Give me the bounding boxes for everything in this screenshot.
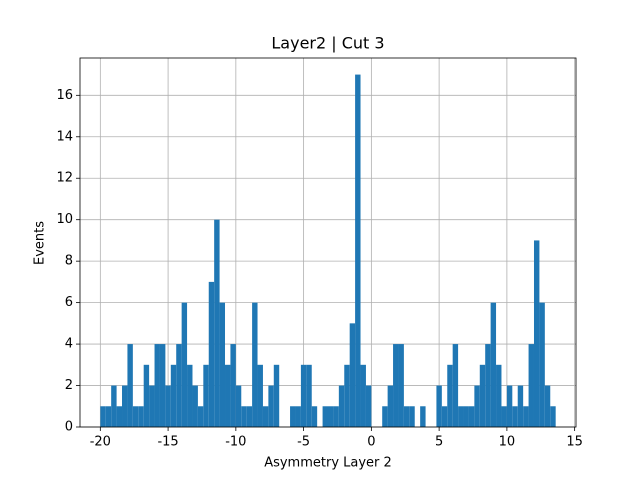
bar: [262, 406, 269, 427]
x-tick-label: 15: [566, 435, 583, 450]
bar: [452, 344, 459, 427]
bar: [105, 406, 112, 427]
bar: [333, 406, 339, 427]
bar: [138, 406, 144, 427]
bar: [355, 74, 361, 428]
bar: [219, 302, 226, 427]
bar: [539, 302, 545, 427]
bar: [393, 344, 399, 427]
bar: [458, 406, 464, 427]
bar: [496, 364, 502, 427]
bar: [441, 406, 448, 427]
bar: [544, 385, 551, 427]
bar: [116, 406, 123, 427]
x-tick-label: 10: [499, 435, 516, 450]
bar: [311, 406, 318, 427]
bar: [344, 364, 350, 427]
bar: [165, 385, 171, 427]
bar: [225, 364, 231, 427]
bar: [398, 344, 404, 427]
bar: [268, 385, 274, 427]
bar: [490, 302, 497, 427]
y-tick-label: 14: [56, 129, 73, 144]
bar: [328, 406, 334, 427]
y-tick-label: 8: [65, 254, 73, 269]
bar: [365, 385, 372, 427]
bar: [100, 406, 106, 427]
bar: [295, 406, 301, 427]
bar: [485, 344, 491, 427]
bar: [170, 364, 177, 427]
bar: [290, 406, 296, 427]
bar: [154, 344, 160, 427]
bar: [181, 302, 188, 427]
bar: [235, 385, 242, 427]
bar: [409, 406, 415, 427]
bar: [420, 406, 426, 427]
bar: [474, 385, 480, 427]
bar: [479, 364, 486, 427]
chart-title: Layer2 | Cut 3: [271, 34, 384, 53]
y-tick-label: 0: [65, 420, 73, 435]
y-tick-label: 16: [56, 88, 73, 103]
bar: [111, 385, 117, 427]
bar: [501, 406, 507, 427]
bar: [506, 385, 513, 427]
y-tick-label: 6: [65, 295, 73, 310]
bar: [306, 364, 312, 427]
bar: [257, 364, 263, 427]
x-tick-label: -15: [157, 435, 178, 450]
x-tick-label: 5: [435, 435, 443, 450]
bar: [447, 364, 453, 427]
bar: [122, 385, 128, 427]
bar: [159, 344, 166, 427]
bar: [246, 406, 253, 427]
bar: [322, 406, 328, 427]
bar: [127, 344, 133, 427]
x-tick-label: -5: [297, 435, 310, 450]
y-tick-label: 10: [56, 212, 73, 227]
bar: [208, 281, 215, 427]
bar: [436, 385, 442, 427]
bar: [387, 385, 394, 427]
x-axis-label: Asymmetry Layer 2: [264, 456, 392, 471]
bar: [463, 406, 469, 427]
bar: [230, 344, 236, 427]
bar: [338, 385, 345, 427]
bar: [143, 364, 150, 427]
bar: [214, 219, 220, 427]
y-tick-label: 4: [65, 337, 73, 352]
bar: [252, 302, 258, 427]
bar: [349, 323, 356, 427]
bar: [197, 406, 204, 427]
bar: [360, 364, 366, 427]
bar: [149, 385, 155, 427]
bar: [512, 406, 518, 427]
bar: [382, 406, 388, 427]
bar: [176, 344, 182, 427]
bar: [528, 344, 534, 427]
bar: [192, 385, 198, 427]
y-axis-label: Events: [33, 221, 48, 265]
bar: [550, 406, 556, 427]
bar: [300, 364, 307, 427]
bar: [533, 240, 540, 427]
bar: [203, 364, 209, 427]
bar: [273, 364, 280, 427]
y-tick-label: 2: [65, 378, 73, 393]
bar: [241, 406, 247, 427]
bar: [403, 406, 410, 427]
plot-frame: [79, 57, 577, 428]
x-tick-label: 0: [367, 435, 375, 450]
bar: [468, 406, 475, 427]
x-tick-label: -10: [225, 435, 246, 450]
x-tick-label: -20: [90, 435, 111, 450]
bar: [187, 364, 193, 427]
bar: [517, 385, 524, 427]
bar: [523, 406, 529, 427]
y-tick-label: 12: [56, 171, 73, 186]
bar: [132, 406, 139, 427]
